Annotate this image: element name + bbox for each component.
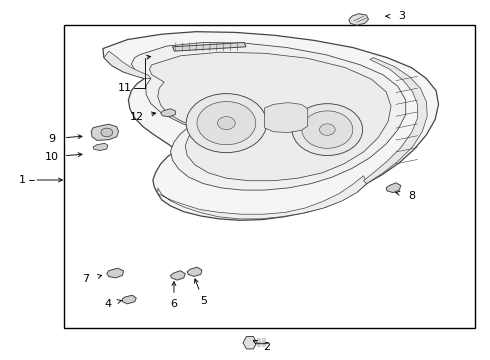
Text: 12: 12 [130, 112, 144, 122]
Polygon shape [171, 271, 185, 280]
Circle shape [101, 128, 113, 137]
Circle shape [218, 117, 235, 130]
Polygon shape [187, 267, 202, 276]
Text: 6: 6 [171, 299, 177, 309]
Circle shape [197, 102, 256, 145]
Polygon shape [243, 337, 257, 349]
Polygon shape [122, 295, 136, 304]
Polygon shape [364, 58, 427, 184]
Bar [64, 25, 475, 328]
Polygon shape [161, 109, 175, 117]
Circle shape [292, 104, 363, 156]
Text: 8: 8 [408, 191, 415, 201]
Circle shape [302, 111, 353, 148]
Text: 2: 2 [264, 342, 270, 352]
Polygon shape [93, 143, 108, 150]
Polygon shape [386, 183, 401, 193]
Polygon shape [131, 42, 406, 190]
Polygon shape [265, 103, 308, 132]
Text: 11: 11 [118, 83, 132, 93]
Polygon shape [91, 124, 119, 140]
Polygon shape [349, 14, 368, 25]
Text: 4: 4 [104, 299, 111, 309]
Polygon shape [107, 268, 123, 278]
Text: 3: 3 [398, 11, 405, 21]
Text: 9: 9 [48, 134, 55, 144]
Polygon shape [158, 176, 367, 219]
Text: 5: 5 [200, 296, 207, 306]
Polygon shape [104, 51, 151, 78]
Text: 10: 10 [45, 152, 58, 162]
Text: 1: 1 [19, 175, 25, 185]
Text: 7: 7 [82, 274, 89, 284]
Polygon shape [103, 32, 439, 220]
Circle shape [319, 124, 335, 135]
Polygon shape [172, 42, 246, 51]
Polygon shape [149, 52, 391, 181]
Circle shape [186, 94, 267, 153]
